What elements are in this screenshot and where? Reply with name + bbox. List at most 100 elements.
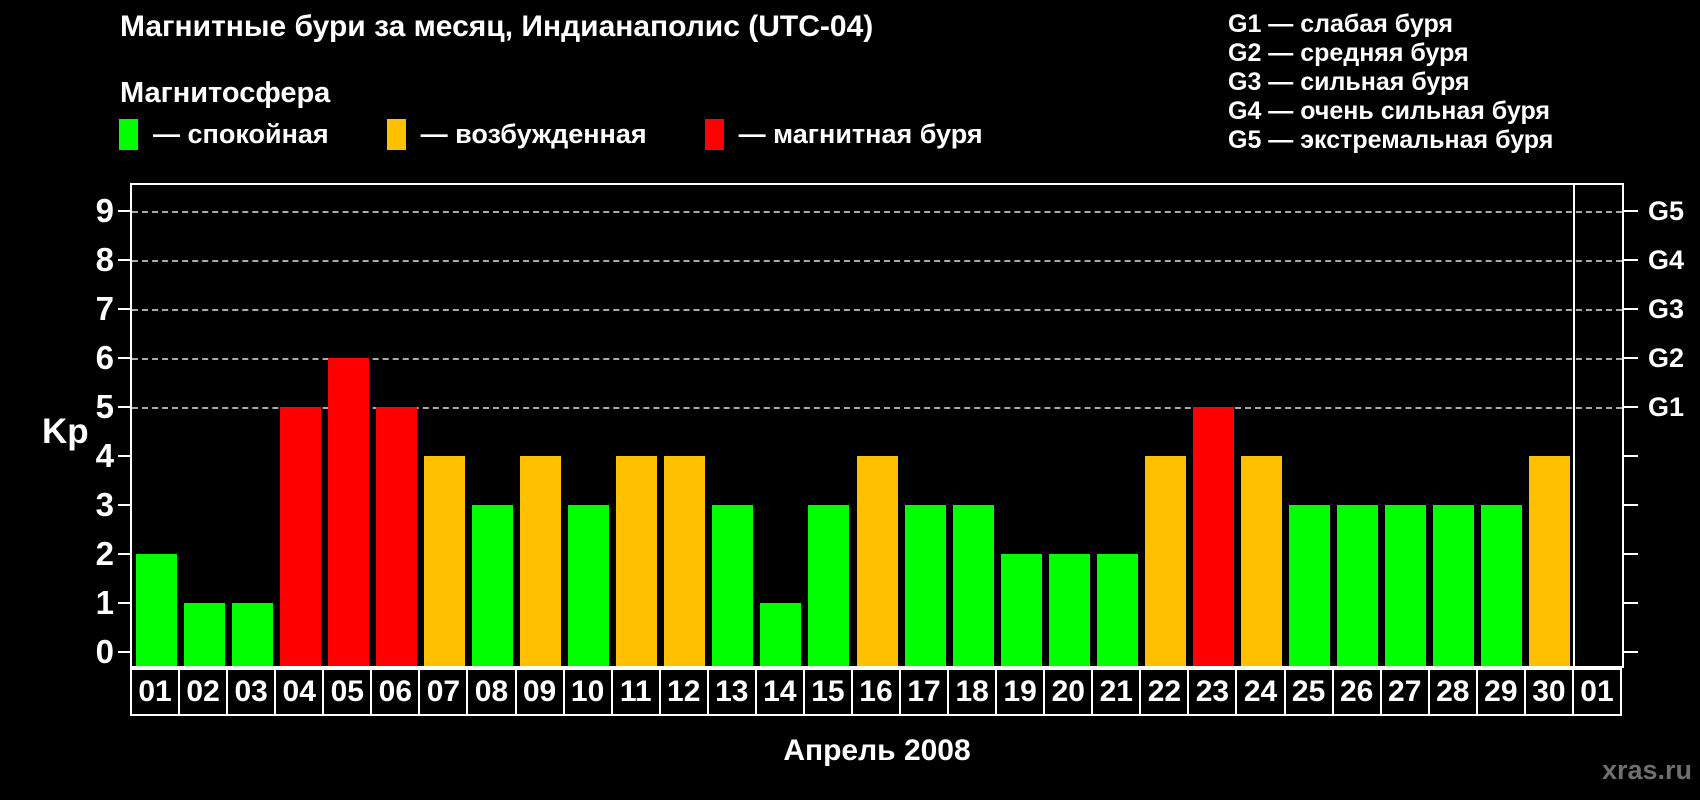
day-label-18: 19 [995, 668, 1044, 716]
bar-day-27 [1385, 505, 1427, 666]
day-label-1: 02 [178, 668, 227, 716]
magnetosphere-legend: — спокойная — возбужденная — магнитная бур… [119, 119, 1041, 150]
day-label-9: 10 [562, 668, 611, 716]
y-axis-title: Kp [42, 412, 89, 451]
y-tick-label-2: 2 [95, 535, 114, 572]
bar-day-20 [1048, 554, 1090, 666]
y-tick-label-4: 4 [95, 437, 114, 474]
bar-day-18 [952, 505, 994, 666]
y-tick-9 [118, 210, 130, 212]
right-tick-3 [1624, 504, 1638, 506]
day-label-3: 04 [274, 668, 323, 716]
bar-day-21 [1096, 554, 1138, 666]
gridline-kp-9 [132, 211, 1622, 213]
bar-day-05 [327, 358, 369, 666]
bar-day-08 [471, 505, 513, 666]
g-axis-label-g2: G2 [1648, 343, 1685, 373]
legend-item-storm: — магнитная буря [704, 119, 983, 150]
y-tick-7 [118, 308, 130, 310]
day-label-14: 15 [802, 668, 851, 716]
bar-day-26 [1337, 505, 1379, 666]
y-tick-1 [118, 602, 130, 604]
day-label-27: 28 [1427, 668, 1476, 716]
y-tick-label-5: 5 [95, 388, 114, 425]
gridline-kp-5 [132, 407, 1622, 409]
y-tick-label-9: 9 [95, 192, 114, 229]
right-tick-8 [1624, 259, 1638, 261]
y-tick-2 [118, 553, 130, 555]
day-label-10: 11 [610, 668, 659, 716]
bar-day-28 [1433, 505, 1475, 666]
day-label-16: 17 [899, 668, 948, 716]
right-tick-5 [1624, 406, 1638, 408]
bar-day-13 [712, 505, 754, 666]
day-label-0: 01 [130, 668, 179, 716]
right-tick-1 [1624, 602, 1638, 604]
day-label-13: 14 [754, 668, 803, 716]
bar-day-10 [568, 505, 610, 666]
day-label-29: 30 [1523, 668, 1572, 716]
bar-day-07 [423, 456, 465, 666]
storm-scale-line-g4: G4 — очень сильная буря [1228, 97, 1550, 125]
plot-area [130, 183, 1624, 668]
bar-day-22 [1144, 456, 1186, 666]
y-tick-6 [118, 357, 130, 359]
storm-scale-line-g2: G2 — средняя буря [1228, 39, 1469, 67]
right-tick-7 [1624, 308, 1638, 310]
bar-day-17 [904, 505, 946, 666]
legend-swatch-storm [704, 119, 724, 150]
storm-scale-line-g5: G5 — экстремальная буря [1228, 126, 1554, 154]
x-axis-title: Апрель 2008 [783, 734, 971, 767]
g-axis-label-g3: G3 [1648, 294, 1685, 324]
legend-label-quiet: — спокойная [153, 119, 329, 149]
bar-day-29 [1481, 505, 1523, 666]
day-label-28: 29 [1475, 668, 1524, 716]
bar-day-12 [664, 456, 706, 666]
gridline-kp-6 [132, 358, 1622, 360]
watermark: xras.ru [1601, 755, 1692, 785]
legend-label-excited: — возбужденная [420, 119, 647, 149]
bar-day-23 [1192, 407, 1234, 666]
storm-scale-line-g1: G1 — слабая буря [1228, 10, 1454, 38]
y-tick-0 [118, 651, 130, 653]
right-tick-0 [1624, 651, 1638, 653]
day-label-15: 16 [850, 668, 900, 716]
day-label-11: 12 [658, 668, 707, 716]
legend-item-excited: — возбужденная [386, 119, 647, 150]
bar-day-09 [520, 456, 562, 666]
magnetosphere-legend-title: Магнитосфера [120, 77, 331, 109]
day-label-21: 22 [1139, 668, 1188, 716]
y-tick-label-8: 8 [95, 241, 114, 278]
right-tick-6 [1624, 357, 1638, 359]
bar-day-01 [135, 554, 177, 666]
y-tick-label-3: 3 [95, 486, 114, 523]
day-label-7: 08 [466, 668, 515, 716]
y-tick-4 [118, 455, 130, 457]
day-label-23: 24 [1235, 668, 1284, 716]
storm-scale-legend: G1 — слабая буря G2 — средняя буря G3 — си… [1228, 10, 1553, 155]
bar-day-04 [279, 407, 321, 666]
y-tick-3 [118, 504, 130, 506]
y-tick-8 [118, 259, 130, 261]
chart-title: Магнитные бури за месяц, Индианаполис (U… [120, 10, 874, 43]
right-tick-4 [1624, 455, 1638, 457]
day-label-19: 20 [1043, 668, 1092, 716]
day-label-26: 27 [1379, 668, 1428, 716]
right-tick-2 [1624, 553, 1638, 555]
day-label-30: 01 [1571, 668, 1622, 716]
day-label-8: 09 [514, 668, 563, 716]
day-label-6: 07 [418, 668, 467, 716]
y-tick-label-6: 6 [95, 339, 114, 376]
bar-day-06 [375, 407, 417, 666]
x-axis-day-labels: 01 02 03 04 05 06 07 08 09 10 11 12 13 14 15 16 17 18 19 20… [130, 668, 1630, 716]
g-axis-label-g1: G1 [1648, 392, 1685, 422]
bar-day-03 [231, 603, 273, 666]
bar-day-02 [183, 603, 225, 666]
g-axis-label-g4: G4 [1648, 245, 1685, 275]
month-separator-line [1572, 185, 1575, 666]
bar-day-30 [1529, 456, 1571, 666]
legend-label-storm: — магнитная буря [738, 119, 983, 149]
day-label-24: 25 [1283, 668, 1332, 716]
legend-swatch-excited [386, 119, 406, 150]
